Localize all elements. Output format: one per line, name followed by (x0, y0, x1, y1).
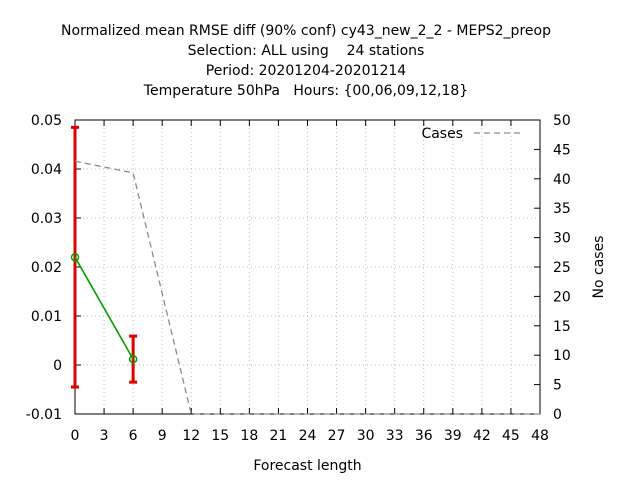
chart-title: Normalized mean RMSE diff (90% conf) cy4… (61, 23, 551, 99)
x-tick-label: 36 (415, 428, 433, 444)
grid (75, 120, 540, 414)
y-tick-label: 0.04 (31, 162, 62, 178)
x-tick-label: 33 (386, 428, 404, 444)
y2-tick-label: 10 (553, 348, 571, 364)
title-line: Normalized mean RMSE diff (90% conf) cy4… (61, 23, 551, 39)
y-tick-label: 0.01 (31, 309, 62, 325)
y2-tick-label: 30 (553, 231, 571, 247)
legend-label-cases: Cases (421, 126, 463, 142)
y2-tick-label: 15 (553, 319, 571, 335)
x-tick-label: 0 (71, 428, 80, 444)
axis-ticks: 0 3 6 9 12 15 18 21 24 27 30 33 36 39 42 45 48-0.0100.01… (26, 113, 571, 444)
x-tick-label: 18 (240, 428, 258, 444)
x-tick-label: 45 (502, 428, 520, 444)
x-tick-label: 3 (100, 428, 109, 444)
x-tick-label: 48 (531, 428, 549, 444)
x-tick-label: 24 (299, 428, 317, 444)
y-tick-label: 0.02 (31, 260, 62, 276)
title-line: Period: 20201204-20201214 (206, 63, 406, 79)
x-tick-label: 15 (211, 428, 229, 444)
series (70, 125, 540, 415)
x-tick-label: 12 (182, 428, 200, 444)
x-tick-label: 39 (444, 428, 462, 444)
title-line: Selection: ALL using 24 stations (188, 43, 425, 59)
y2-tick-label: 40 (553, 172, 571, 188)
y2-tick-label: 25 (553, 260, 571, 276)
y2-tick-label: 45 (553, 142, 571, 158)
y2-tick-label: 50 (553, 113, 571, 129)
y2-tick-label: 20 (553, 289, 571, 305)
y-tick-label: 0 (53, 358, 62, 374)
data-point (70, 252, 80, 262)
y-tick-label: 0.05 (31, 113, 62, 129)
y2-tick-label: 35 (553, 201, 571, 217)
x-tick-label: 30 (357, 428, 375, 444)
cases-line (74, 160, 540, 415)
x-tick-label: 21 (270, 428, 288, 444)
rmse-diff-line (74, 256, 134, 360)
y2-tick-label: 0 (553, 407, 562, 423)
x-tick-label: 27 (328, 428, 346, 444)
title-line: Temperature 50hPa Hours: {00,06,09,12,18… (143, 83, 468, 99)
x-tick-label: 9 (158, 428, 167, 444)
legend: Cases (421, 126, 520, 142)
y-tick-label: 0.03 (31, 211, 62, 227)
y2-axis-label: No cases (591, 236, 607, 299)
data-point (128, 354, 138, 364)
x-tick-label: 42 (473, 428, 491, 444)
y2-tick-label: 5 (553, 378, 562, 394)
x-axis-label: Forecast length (253, 458, 361, 474)
y-tick-label: -0.01 (26, 407, 62, 423)
x-tick-label: 6 (129, 428, 138, 444)
